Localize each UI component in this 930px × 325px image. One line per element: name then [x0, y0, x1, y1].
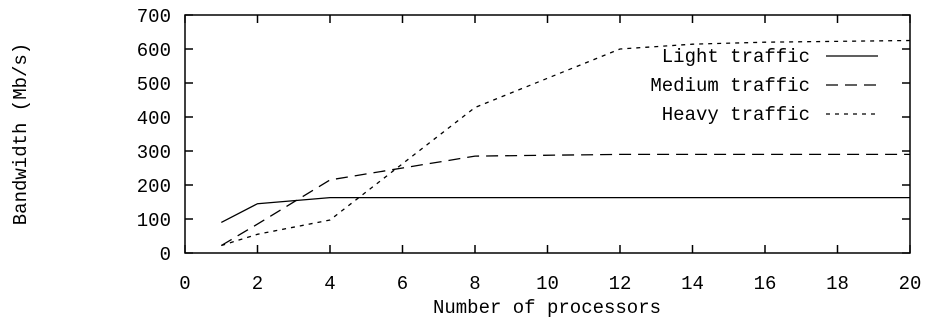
x-tick-label: 12 [609, 273, 632, 295]
x-tick-label: 6 [397, 273, 408, 295]
legend-label: Heavy traffic [662, 104, 810, 126]
x-tick-label: 14 [681, 273, 704, 295]
legend-label: Medium traffic [650, 75, 810, 97]
axis-ticks [184, 14, 911, 254]
y-tick-label: 100 [137, 210, 171, 232]
x-tick-label: 0 [179, 273, 190, 295]
legend-label: Light traffic [662, 46, 810, 68]
series-line-3 [221, 39, 911, 247]
series-line-2 [220, 153, 910, 247]
x-tick-label: 20 [899, 273, 922, 295]
x-tick-label: 10 [536, 273, 559, 295]
y-tick-label: 0 [160, 244, 171, 266]
y-axis-title: Bandwidth (Mb/s) [10, 43, 32, 225]
y-tick-label: 400 [137, 108, 171, 130]
series-line-1 [221, 196, 910, 223]
x-tick-label: 16 [754, 273, 777, 295]
y-tick-label: 600 [137, 40, 171, 62]
y-tick-label: 700 [137, 6, 171, 28]
x-tick-label: 2 [252, 273, 263, 295]
series-lines [220, 39, 911, 247]
y-tick-label: 500 [137, 74, 171, 96]
x-tick-label: 18 [826, 273, 849, 295]
x-tick-label: 4 [324, 273, 335, 295]
y-tick-label: 200 [137, 176, 171, 198]
y-tick-label: 300 [137, 142, 171, 164]
x-tick-label: 8 [469, 273, 480, 295]
x-axis-title: Number of processors [433, 297, 661, 319]
legend: Light traffic Medium traffic Heavy traffic [650, 46, 878, 126]
